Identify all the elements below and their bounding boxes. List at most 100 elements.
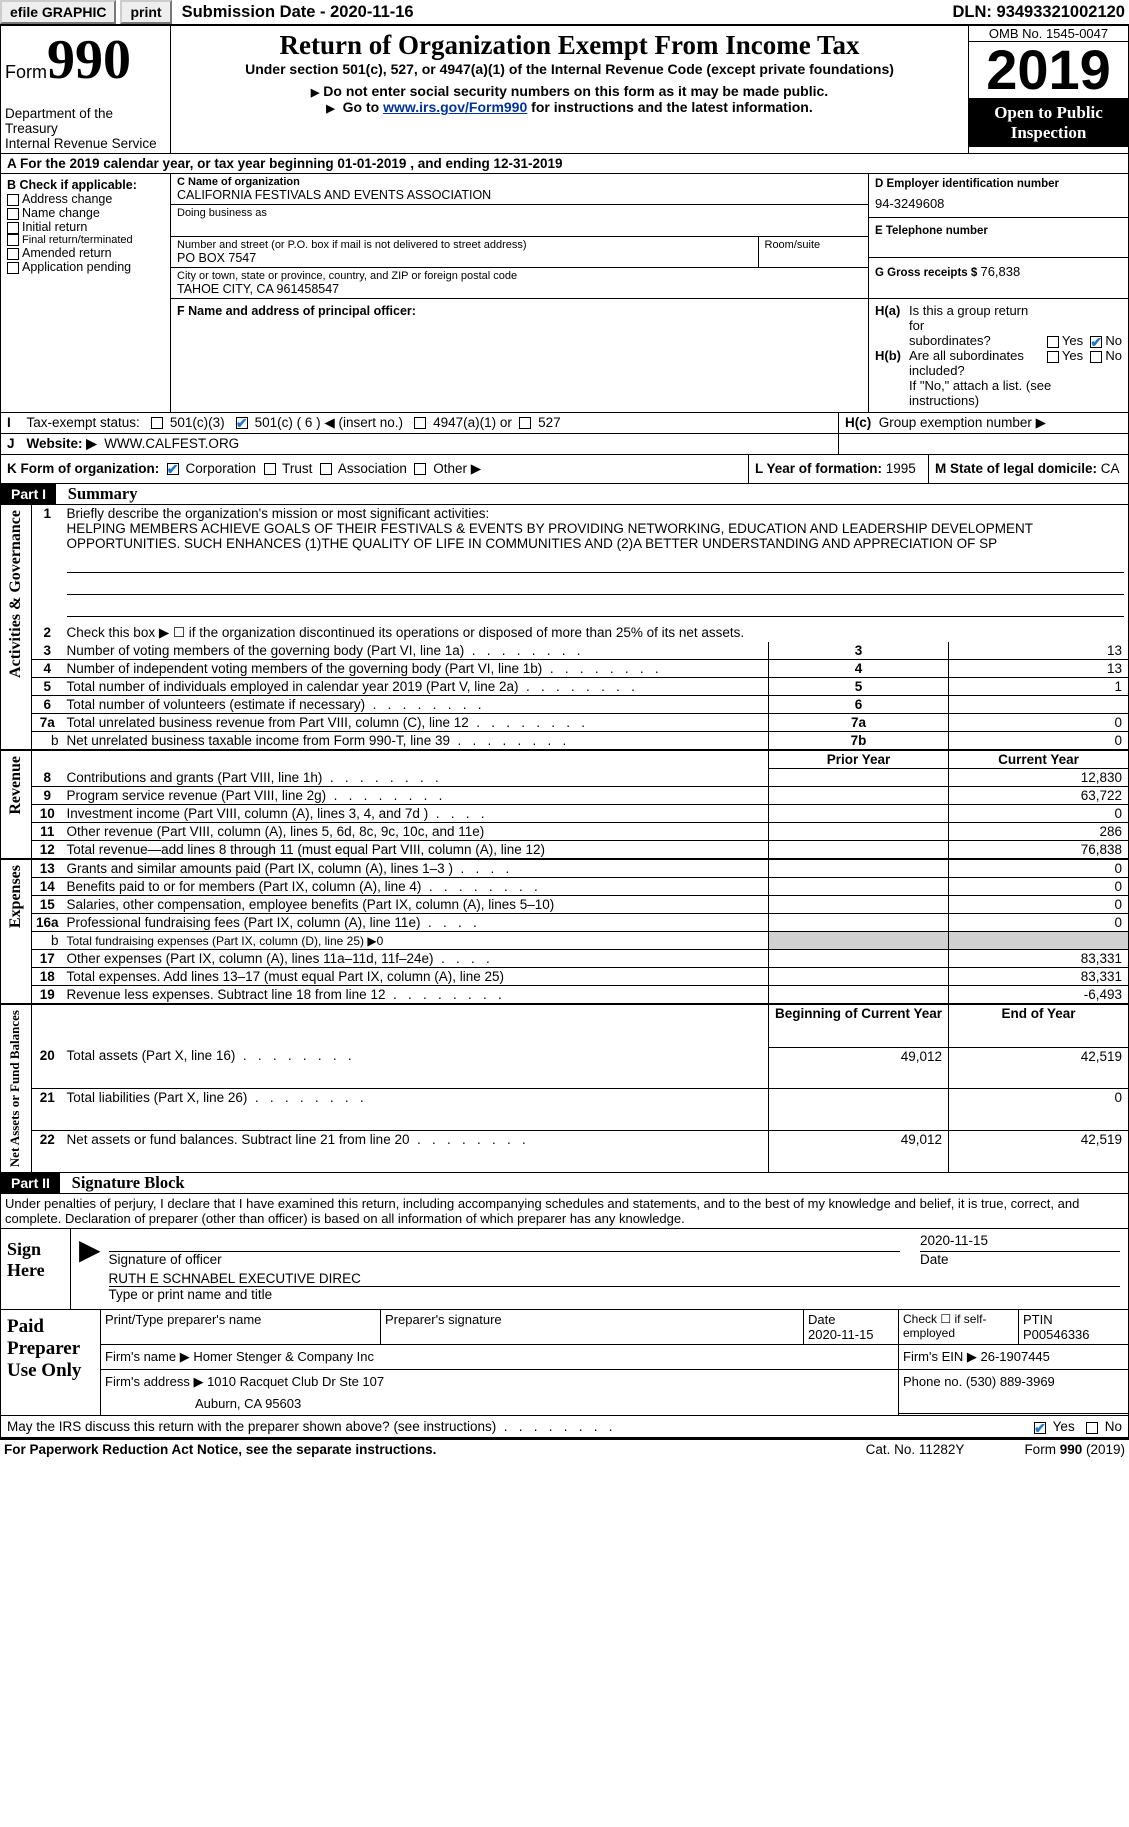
chk-4947[interactable]: [414, 417, 426, 429]
l10-prior: [769, 805, 949, 823]
row-j-label: J: [1, 434, 21, 455]
discuss-preparer-row: May the IRS discuss this return with the…: [0, 1416, 1129, 1438]
l10-current: 0: [949, 805, 1129, 823]
chk-amended-return-label: Amended return: [22, 246, 112, 260]
chk-501c[interactable]: [236, 417, 248, 429]
chk-address-change[interactable]: Address change: [7, 192, 164, 206]
h-a-yes-checkbox[interactable]: [1047, 336, 1059, 348]
h-b-yes-label: Yes: [1062, 348, 1083, 363]
chk-application-pending[interactable]: Application pending: [7, 260, 164, 274]
prep-self-employed: Check ☐ if self-employed: [899, 1310, 1019, 1345]
discuss-no-checkbox[interactable]: [1086, 1422, 1098, 1434]
l16b-no: b: [32, 932, 63, 950]
prep-date-hdr: Date: [808, 1312, 894, 1327]
dln-prefix: DLN:: [953, 3, 997, 21]
firm-ein-label: Firm's EIN ▶: [903, 1349, 980, 1364]
note2-post: for instructions and the latest informat…: [527, 99, 812, 115]
l14-text: Benefits paid to or for members (Part IX…: [67, 879, 538, 894]
chk-corporation[interactable]: [167, 463, 179, 475]
prep-name-hdr: Print/Type preparer's name: [101, 1310, 381, 1345]
chk-initial-return[interactable]: Initial return: [7, 220, 164, 234]
chk-501c3[interactable]: [151, 417, 163, 429]
year-formation: 1995: [886, 461, 916, 476]
sec-activities-governance: Activities & Governance: [5, 506, 27, 682]
l3-box: 3: [769, 642, 949, 660]
instructions-link[interactable]: www.irs.gov/Form990: [383, 99, 527, 115]
l16a-text: Professional fundraising fees (Part IX, …: [67, 915, 477, 930]
ptin-hdr: PTIN: [1023, 1312, 1124, 1327]
h-a-no-label: No: [1105, 333, 1122, 348]
dept-irs: Internal Revenue Service: [5, 136, 166, 151]
print-button[interactable]: print: [120, 0, 171, 24]
chk-application-pending-label: Application pending: [22, 260, 131, 274]
street-label: Number and street (or P.O. box if mail i…: [177, 239, 752, 251]
paid-preparer-block: Paid Preparer Use Only Print/Type prepar…: [0, 1310, 1129, 1416]
chk-name-change[interactable]: Name change: [7, 206, 164, 220]
footer-form-year: (2019): [1082, 1442, 1125, 1457]
l16b-text: Total fundraising expenses (Part IX, col…: [67, 934, 384, 948]
officer-sig-label: Signature of officer: [109, 1251, 900, 1267]
website-label: Website: ▶: [27, 436, 97, 451]
sec-expenses: Expenses: [5, 861, 27, 932]
footer-catalog: Cat. No. 11282Y: [866, 1442, 965, 1457]
l3-val: 13: [949, 642, 1129, 660]
mission-blank-2: [67, 575, 1124, 595]
l17-text: Other expenses (Part IX, column (A), lin…: [67, 951, 490, 966]
chk-amended-return[interactable]: Amended return: [7, 246, 164, 260]
end-year-hdr: End of Year: [949, 1004, 1129, 1047]
l21-no: 21: [32, 1089, 63, 1131]
footer-form-pre: Form: [1024, 1442, 1059, 1457]
h-b-no-checkbox[interactable]: [1090, 351, 1102, 363]
l13-text: Grants and similar amounts paid (Part IX…: [67, 861, 510, 876]
firm-addr-label: Firm's address ▶: [105, 1374, 207, 1389]
city-label: City or town, state or province, country…: [177, 270, 862, 282]
chk-trust[interactable]: [264, 463, 276, 475]
l1-label: Briefly describe the organization's miss…: [67, 506, 490, 521]
l22-no: 22: [32, 1131, 63, 1173]
chk-final-return[interactable]: Final return/terminated: [7, 234, 164, 246]
prep-date-val: 2020-11-15: [808, 1327, 894, 1342]
chk-association[interactable]: [320, 463, 332, 475]
firm-addr1: 1010 Racquet Club Dr Ste 107: [207, 1374, 384, 1389]
l7b-val: 0: [949, 732, 1129, 751]
col-e-label: E Telephone number: [875, 225, 988, 237]
discuss-yes-checkbox[interactable]: [1034, 1422, 1046, 1434]
row-k-label: K Form of organization:: [7, 461, 159, 476]
org-name: CALIFORNIA FESTIVALS AND EVENTS ASSOCIAT…: [177, 188, 862, 202]
row-a-pre: A For the 2019 calendar year, or tax yea…: [7, 156, 337, 171]
l17-no: 17: [32, 950, 63, 968]
l10-text: Investment income (Part VIII, column (A)…: [67, 806, 485, 821]
street-value: PO BOX 7547: [177, 251, 752, 265]
firm-ein: 26-1907445: [980, 1349, 1049, 1364]
discuss-yes-label: Yes: [1053, 1419, 1075, 1434]
h-b-yes-checkbox[interactable]: [1047, 351, 1059, 363]
current-year-hdr: Current Year: [949, 750, 1129, 769]
discuss-no-label: No: [1105, 1419, 1122, 1434]
h-b-label: H(b): [875, 348, 909, 378]
l5-no: 5: [32, 678, 63, 696]
l7a-box: 7a: [769, 714, 949, 732]
form-990-number: 990: [47, 29, 131, 91]
l6-text: Total number of volunteers (estimate if …: [67, 697, 482, 712]
sign-here-label: Sign Here: [1, 1229, 71, 1310]
form-subtitle: Under section 501(c), 527, or 4947(a)(1)…: [175, 61, 964, 77]
chk-other[interactable]: [414, 463, 426, 475]
chk-527[interactable]: [519, 417, 531, 429]
h-a-no-checkbox[interactable]: [1090, 336, 1102, 348]
h-a-yesno: Yes No: [1047, 333, 1122, 348]
perjury-declaration: Under penalties of perjury, I declare th…: [0, 1194, 1129, 1229]
dln-label: DLN: 93493321002120: [953, 3, 1129, 22]
l9-text: Program service revenue (Part VIII, line…: [67, 788, 443, 803]
l16a-current: 0: [949, 914, 1129, 932]
h-a-yes-label: Yes: [1062, 333, 1083, 348]
l5-box: 5: [769, 678, 949, 696]
form-note-2: Go to www.irs.gov/Form990 for instructio…: [175, 99, 964, 115]
l11-text: Other revenue (Part VIII, column (A), li…: [67, 824, 485, 839]
dln-value: 93493321002120: [997, 3, 1125, 21]
beginning-year-hdr: Beginning of Current Year: [769, 1004, 949, 1047]
row-a-begin: 01-01-2019: [337, 156, 406, 171]
h-a-text2: subordinates?: [909, 333, 1047, 348]
row-a-tax-year: A For the 2019 calendar year, or tax yea…: [0, 154, 1129, 174]
tax-year: 2019: [969, 42, 1128, 99]
state-domicile: CA: [1101, 461, 1120, 476]
